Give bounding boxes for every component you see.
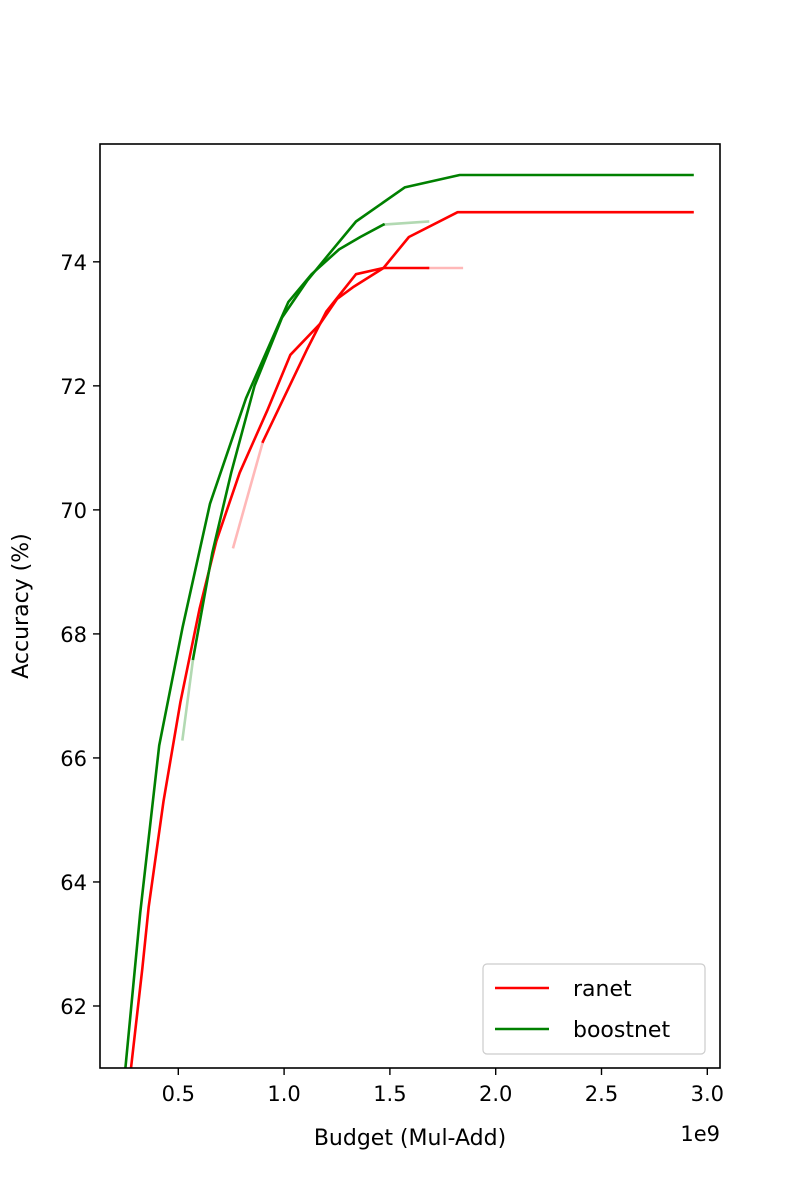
x-axis-offset-label: 1e9 <box>680 1122 720 1146</box>
y-tick-label: 74 <box>60 251 87 275</box>
series-line-ranet-1 <box>261 266 430 444</box>
y-tick-label: 62 <box>60 995 87 1019</box>
y-tick-label: 68 <box>60 623 87 647</box>
series-line-ranet-2 <box>231 440 265 549</box>
plot-frame <box>99 143 721 1069</box>
series-line-boostnet-6 <box>181 657 195 741</box>
x-tick-label: 3.0 <box>691 1082 724 1106</box>
series-line-ranet-0 <box>129 210 694 1068</box>
series-line-boostnet-4 <box>124 222 386 1068</box>
y-axis-label: Accuracy (%) <box>9 533 34 679</box>
x-tick-label: 1.5 <box>373 1082 406 1106</box>
y-tick-label: 64 <box>60 871 87 895</box>
legend-label-boostnet: boostnet <box>573 1018 670 1043</box>
series-line-boostnet-5 <box>191 173 694 661</box>
x-tick-label: 1.0 <box>267 1082 300 1106</box>
x-axis-label: Budget (Mul-Add) <box>314 1126 506 1151</box>
x-tick-label: 2.5 <box>585 1082 618 1106</box>
series-line-boostnet-7 <box>382 220 430 226</box>
x-tick-label: 2.0 <box>479 1082 512 1106</box>
x-axis: 0.5 1.0 1.5 2.0 2.5 3.0 <box>162 1068 724 1106</box>
x-tick-label: 0.5 <box>162 1082 195 1106</box>
y-tick-label: 72 <box>60 375 87 399</box>
plot-lines <box>124 173 694 1068</box>
y-tick-label: 70 <box>60 499 87 523</box>
legend-box <box>482 963 706 1055</box>
y-axis: 62 64 66 68 70 72 74 <box>60 251 100 1019</box>
legend: ranet boostnet <box>482 963 706 1055</box>
y-tick-label: 66 <box>60 747 87 771</box>
legend-label-ranet: ranet <box>573 977 632 1002</box>
